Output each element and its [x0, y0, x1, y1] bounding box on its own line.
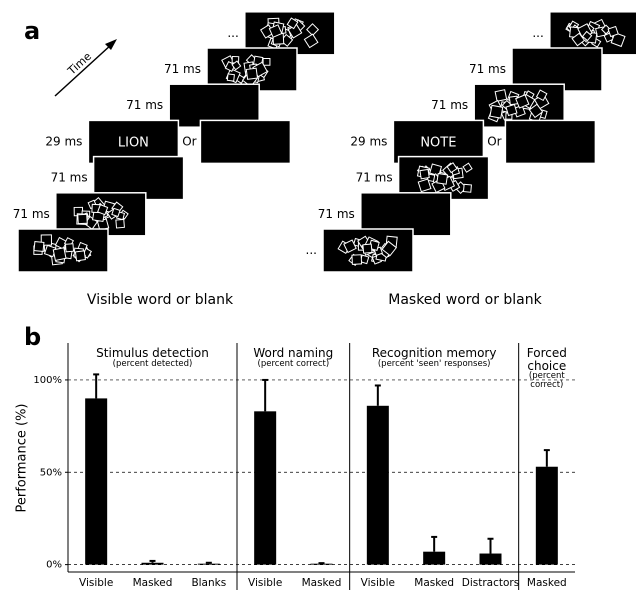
mask-square: [490, 105, 503, 118]
bar: [536, 467, 558, 565]
duration-label: 71 ms: [13, 207, 50, 221]
group-header: Word naming(percent correct): [237, 347, 350, 407]
duration-label: 71 ms: [164, 62, 201, 76]
group-header-text: Word naming(percent correct): [237, 347, 350, 369]
group-title: Forced choice: [519, 347, 575, 372]
duration-label: 71 ms: [469, 62, 506, 76]
frame: [323, 229, 413, 272]
mask-square: [437, 174, 448, 185]
frame-box: [200, 120, 290, 163]
group-header-text: Recognition memory(percent 'seen' respon…: [350, 347, 519, 369]
mask-square: [495, 90, 507, 102]
bar: [423, 552, 445, 565]
duration-label: 71 ms: [51, 171, 88, 185]
y-tick-label: 0%: [46, 560, 62, 571]
x-tick-label: Visible: [79, 577, 113, 589]
mask-square: [34, 242, 44, 252]
duration-label: 71 ms: [356, 171, 393, 185]
x-tick-label: Masked: [133, 577, 173, 589]
group-subtitle: (percent detected): [68, 360, 237, 369]
y-axis-label: Performance (%): [15, 403, 30, 512]
frame: [200, 120, 290, 163]
panel-label: a: [24, 17, 40, 45]
group-title: Stimulus detection: [68, 347, 237, 360]
group-header-text: Stimulus detection(percent detected): [68, 347, 237, 369]
frame-word: NOTE: [420, 135, 456, 150]
figure: a Time Visible word or blank Masked word…: [0, 0, 636, 590]
mask-square: [420, 169, 429, 178]
frame-box: [505, 120, 595, 163]
duration-label: 71 ms: [126, 98, 163, 112]
sequence-caption: Masked word or blank: [388, 292, 542, 308]
mask-square: [463, 184, 471, 192]
frame-word: LION: [118, 135, 149, 150]
y-tick-label: 50%: [40, 467, 62, 478]
mask-square: [53, 248, 66, 261]
bar: [367, 406, 389, 565]
x-tick-label: Visible: [361, 577, 395, 589]
panel-label: b: [24, 323, 41, 351]
group-title: Recognition memory: [350, 347, 519, 360]
mask-square: [246, 68, 257, 79]
mask-square: [112, 208, 120, 216]
mask-square: [263, 58, 270, 65]
x-tick-label: Distractors: [462, 577, 519, 589]
duration-label: ...: [306, 243, 317, 257]
mask-square: [116, 219, 125, 228]
bar: [85, 398, 107, 564]
mask-square: [227, 74, 234, 81]
x-tick-label: Masked: [414, 577, 454, 589]
or-label: Or: [487, 134, 501, 148]
x-tick-label: Visible: [248, 577, 282, 589]
duration-label: ...: [532, 26, 543, 40]
group-subtitle: (percent correct): [237, 360, 350, 369]
mask-square: [65, 244, 73, 252]
x-tick-label: Masked: [527, 577, 567, 589]
group-header: Stimulus detection(percent detected): [68, 347, 237, 407]
mask-square: [352, 255, 362, 265]
group-header: Recognition memory(percent 'seen' respon…: [350, 347, 519, 407]
or-label: Or: [182, 134, 196, 148]
frame: [18, 229, 108, 272]
group-title: Word naming: [237, 347, 350, 360]
mask-square: [75, 251, 85, 261]
duration-label: 29 ms: [45, 134, 82, 148]
sequence-caption: Visible word or blank: [87, 292, 234, 308]
bar: [198, 564, 220, 565]
group-subtitle: (percent correct): [519, 372, 575, 390]
bar: [254, 411, 276, 564]
mask-square: [78, 214, 87, 223]
duration-label: 71 ms: [431, 98, 468, 112]
duration-label: ...: [227, 26, 238, 40]
mask-square: [363, 244, 372, 253]
frame: [505, 120, 595, 163]
y-tick-label: 100%: [33, 375, 62, 386]
mask-square: [506, 105, 517, 116]
x-tick-label: Blanks: [191, 577, 226, 589]
bar: [142, 563, 164, 565]
x-tick-label: Masked: [302, 577, 342, 589]
duration-label: 71 ms: [318, 207, 355, 221]
group-header: Forced choice(percent correct): [519, 347, 575, 407]
bar: [480, 554, 502, 565]
group-header-text: Forced choice(percent correct): [519, 347, 575, 390]
duration-label: 29 ms: [350, 134, 387, 148]
group-subtitle: (percent 'seen' responses): [350, 360, 519, 369]
